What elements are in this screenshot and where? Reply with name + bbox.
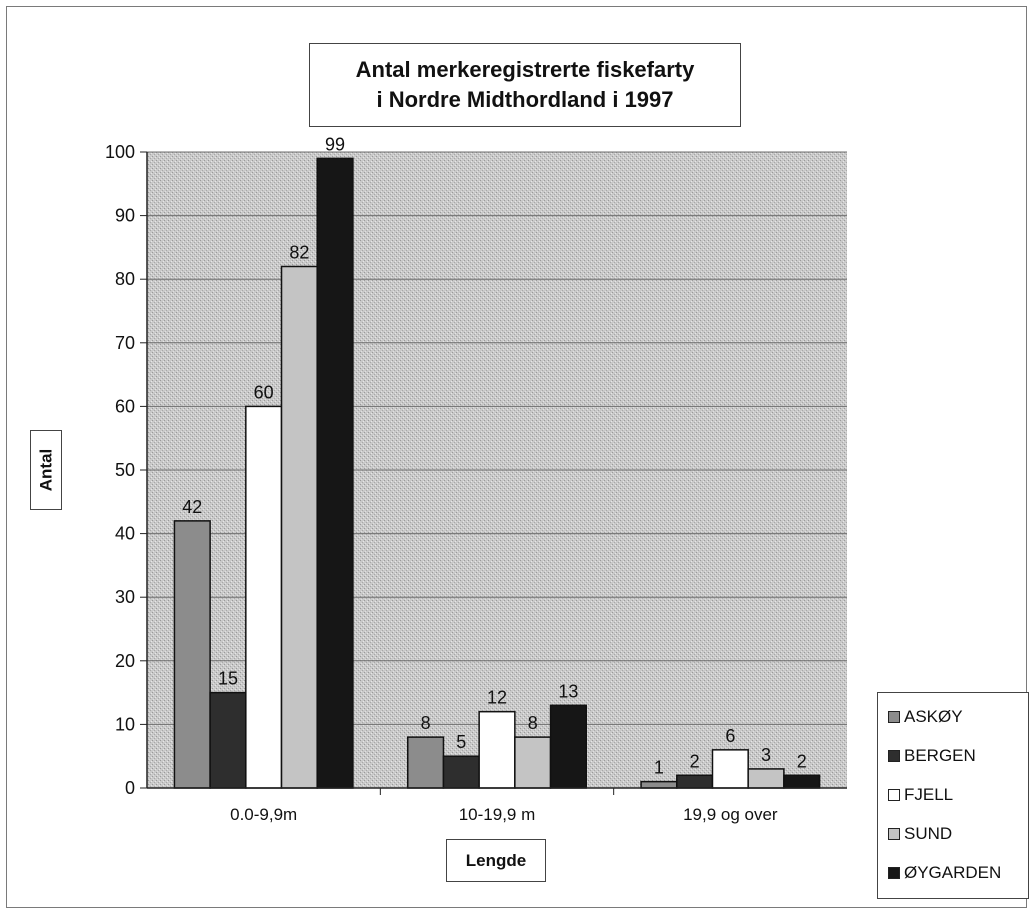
- bar-fjell-0: [245, 405, 283, 789]
- legend-item-fjell: FJELL: [878, 775, 1028, 814]
- x-tick-label-1: 10-19,9 m: [459, 805, 536, 824]
- legend-swatch-sund: [888, 827, 900, 840]
- data-label-oygarden-1: 13: [558, 681, 578, 701]
- y-tick-label-20: 20: [115, 651, 135, 671]
- data-label-sund-2: 3: [761, 745, 771, 765]
- data-label-fjell-2: 6: [725, 726, 735, 746]
- chart-title-line-1: Antal merkeregistrerte fiskefarty: [355, 57, 695, 82]
- legend: ASKØY BERGEN FJELL SUND ØYGARDEN: [877, 692, 1029, 899]
- bar-bergen-1: [442, 755, 480, 789]
- bar-askoy-2: [640, 780, 678, 789]
- legend-item-oygarden: ØYGARDEN: [878, 853, 1028, 892]
- data-label-oygarden-0: 99: [325, 134, 345, 154]
- bar-askoy-0: [173, 520, 211, 789]
- data-label-fjell-1: 12: [487, 688, 507, 708]
- y-tick-label-90: 90: [115, 206, 135, 226]
- data-label-oygarden-2: 2: [797, 751, 807, 771]
- y-tick-label-10: 10: [115, 714, 135, 734]
- chart-title: Antal merkeregistrerte fiskefarty i Nord…: [309, 43, 741, 127]
- data-label-askoy-2: 1: [654, 758, 664, 778]
- legend-label-askoy: ASKØY: [904, 706, 963, 726]
- y-tick-label-100: 100: [105, 142, 135, 162]
- data-label-sund-0: 82: [289, 242, 309, 262]
- bar-sund-0: [280, 265, 318, 789]
- bar-fjell-1: [478, 710, 516, 789]
- legend-label-fjell: FJELL: [904, 784, 954, 804]
- y-tick-label-80: 80: [115, 269, 135, 289]
- bar-bergen-0: [209, 691, 247, 789]
- legend-label-sund: SUND: [904, 823, 953, 843]
- data-label-sund-1: 8: [528, 713, 538, 733]
- x-axis-title: Lengde: [446, 839, 546, 882]
- legend-swatch-bergen: [888, 749, 900, 762]
- bar-fjell-2: [711, 749, 749, 789]
- labels: 01020304050607080901000.0-9,9m4215608299…: [105, 134, 807, 824]
- y-axis-title-text: Antal: [36, 448, 55, 492]
- chart-title-line-2: i Nordre Midthordland i 1997: [376, 87, 674, 112]
- legend-swatch-fjell: [888, 788, 900, 801]
- legend-swatch-oygarden: [888, 866, 900, 879]
- data-label-fjell-0: 60: [254, 382, 274, 402]
- legend-item-askoy: ASKØY: [878, 697, 1028, 736]
- y-tick-label-0: 0: [125, 778, 135, 798]
- bar-askoy-1: [407, 736, 445, 789]
- data-label-askoy-1: 8: [421, 713, 431, 733]
- bar-sund-1: [514, 736, 552, 789]
- y-tick-label-70: 70: [115, 333, 135, 353]
- legend-label-bergen: BERGEN: [904, 745, 976, 765]
- x-tick-label-2: 19,9 og over: [683, 805, 778, 824]
- x-tick-label-0: 0.0-9,9m: [230, 805, 297, 824]
- legend-item-bergen: BERGEN: [878, 736, 1028, 775]
- data-label-bergen-2: 2: [690, 751, 700, 771]
- data-label-askoy-0: 42: [182, 497, 202, 517]
- bar-bergen-2: [676, 774, 714, 789]
- x-axis-title-text: Lengde: [465, 850, 527, 870]
- legend-item-sund: SUND: [878, 814, 1028, 853]
- y-axis-title: Antal: [30, 430, 62, 510]
- bar-oygarden-1: [549, 704, 587, 789]
- y-tick-label-60: 60: [115, 396, 135, 416]
- y-tick-label-40: 40: [115, 524, 135, 544]
- data-label-bergen-0: 15: [218, 669, 238, 689]
- data-label-bergen-1: 5: [456, 732, 466, 752]
- y-tick-label-50: 50: [115, 460, 135, 480]
- y-tick-label-30: 30: [115, 587, 135, 607]
- axes: [140, 151, 847, 795]
- bar-sund-2: [747, 768, 785, 789]
- legend-label-oygarden: ØYGARDEN: [904, 862, 1002, 882]
- bar-oygarden-2: [783, 774, 821, 789]
- bar-oygarden-0: [316, 157, 354, 789]
- legend-swatch-askoy: [888, 710, 900, 723]
